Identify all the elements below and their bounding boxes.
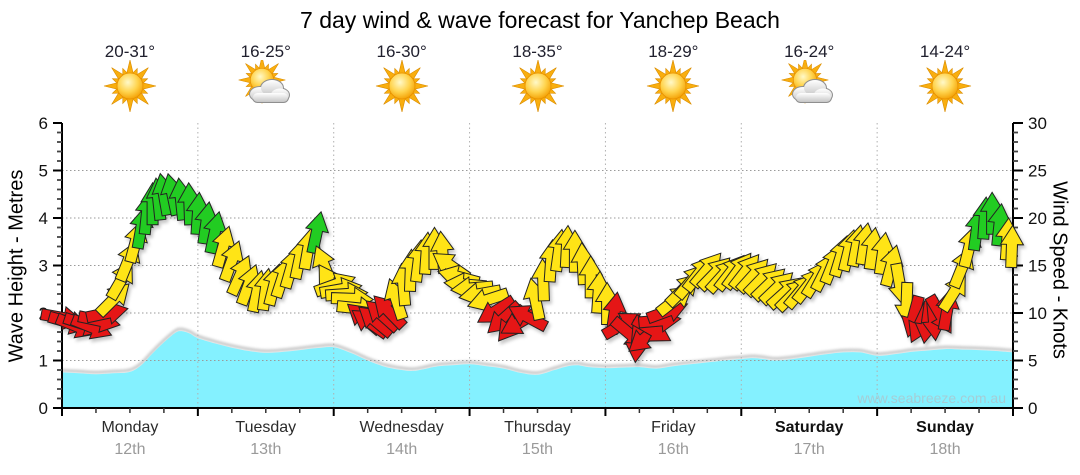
sun-disc: [524, 72, 551, 100]
day-label-tuesday: Tuesday: [235, 419, 297, 436]
sun-disc: [116, 72, 144, 100]
left-tick-label-0: 0: [39, 399, 48, 418]
cloud-icon: [248, 79, 290, 103]
sunny-icon: [375, 59, 428, 113]
left-tick-label-4: 4: [39, 209, 48, 228]
tick-labels: 0123456051015202530: [39, 114, 1047, 418]
temperature-range: 16-25°: [240, 42, 291, 61]
right-axis-title-text: Wind Speed - Knots: [1048, 181, 1071, 359]
left-tick-label-3: 3: [39, 257, 48, 276]
weather-icon-sunny: [374, 59, 430, 113]
weather-icon-partly-cloudy: [781, 56, 837, 112]
left-tick-label-6: 6: [39, 114, 48, 133]
right-tick-label-5: 5: [1028, 352, 1037, 371]
left-tick-label-5: 5: [39, 162, 48, 181]
sun-icon: [103, 59, 156, 113]
right-tick-label-10: 10: [1028, 304, 1047, 323]
wave-shadow: [61, 327, 1014, 375]
day-label-monday: Monday: [101, 419, 159, 436]
weather-icon-sunny: [102, 59, 158, 113]
date-label: 15th: [521, 441, 554, 458]
wind-arrow-shape: [304, 210, 330, 255]
wind-arrow: [507, 305, 550, 333]
sunny-icon: [918, 59, 972, 113]
day-label-wednesday: Wednesday: [359, 419, 444, 436]
partly-cloudy-icon: [781, 56, 834, 104]
date-label: 12th: [114, 441, 146, 458]
day-label-sunday: Sunday: [916, 419, 974, 436]
wind-arrows: [39, 172, 1025, 364]
date-label: 16th: [657, 441, 689, 458]
sun-icon: [918, 59, 972, 113]
day-label-thursday: Thursday: [504, 419, 571, 436]
day-label-friday: Friday: [651, 419, 696, 436]
wave-height-area: [62, 331, 1013, 408]
cloud-fill: [796, 93, 832, 102]
weather-icon-sunny: [645, 59, 701, 113]
temperature-range: 18-29°: [648, 42, 699, 61]
cloud-fill: [252, 93, 288, 102]
right-tick-label-25: 25: [1028, 162, 1047, 181]
sunny-icon: [103, 59, 156, 113]
sun-disc: [659, 72, 687, 100]
temperature-range: 16-24°: [784, 42, 835, 61]
sun-disc: [388, 72, 416, 100]
weather-icon-sunny: [510, 59, 566, 113]
wave-area-path: [62, 331, 1013, 408]
day-label-saturday: Saturday: [774, 419, 844, 436]
left-tick-label-1: 1: [39, 352, 48, 371]
temperature-range: 16-30°: [376, 42, 427, 61]
cloud-icon: [792, 79, 834, 103]
weather-icon-partly-cloudy: [238, 56, 294, 112]
date-label: 14th: [386, 441, 418, 458]
right-tick-label-15: 15: [1028, 257, 1047, 276]
left-axis-title-text: Wave Height - Metres: [5, 169, 28, 363]
sunny-icon: [511, 59, 564, 113]
right-axis-title: Wind Speed - Knots: [1048, 181, 1071, 359]
temperature-range: 14-24°: [919, 42, 971, 61]
wind-arrow: [304, 210, 330, 255]
left-axis-title: Wave Height - Metres: [6, 170, 29, 363]
right-tick-label-20: 20: [1028, 209, 1047, 228]
sun-icon: [647, 59, 700, 113]
sun-icon: [375, 59, 428, 113]
temperature-range: 20-31°: [104, 42, 156, 61]
wave-top-shadow: [61, 327, 1014, 375]
sun-disc: [931, 72, 959, 100]
sun-icon: [511, 59, 564, 113]
watermark: www.seabreeze.com.au: [856, 390, 1006, 406]
wind-arrow-shape: [999, 224, 1025, 269]
wind-arrow: [999, 224, 1025, 269]
right-tick-label-30: 30: [1028, 114, 1047, 133]
date-label: 17th: [793, 441, 825, 458]
right-tick-label-0: 0: [1028, 399, 1037, 418]
date-label: 18th: [929, 441, 961, 458]
page-title: 7 day wind & wave forecast for Yanchep B…: [300, 7, 780, 33]
partly-cloudy-icon: [238, 56, 290, 104]
sunny-icon: [647, 59, 700, 113]
weather-icon-sunny: [917, 59, 973, 113]
wind-arrow-shape: [507, 305, 550, 333]
temperature-range: 18-35°: [512, 42, 563, 61]
date-label: 13th: [250, 441, 282, 458]
